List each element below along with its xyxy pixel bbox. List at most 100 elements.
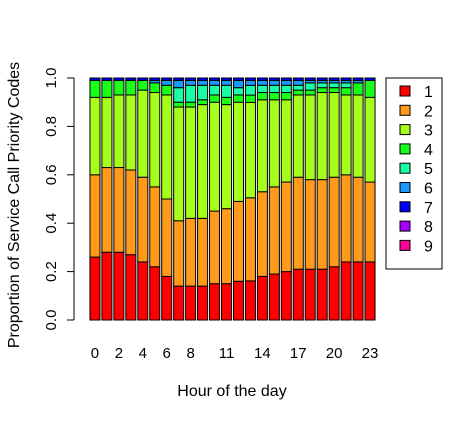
bar-segment-hour-6-code-6: [161, 79, 173, 86]
bar-segment-hour-3-code-2: [125, 169, 137, 256]
bar-segment-hour-14-code-4: [256, 92, 268, 101]
bar-segment-hour-15-code-4: [268, 92, 280, 101]
bar-segment-hour-6-code-3: [161, 94, 173, 200]
bar-segment-hour-8-code-6: [185, 79, 197, 86]
bar-segment-hour-18-code-2: [304, 179, 316, 270]
bar-segment-hour-18-code-4: [304, 89, 316, 96]
bar-segment-hour-23-code-3: [364, 96, 376, 183]
bar-segment-hour-17-code-1: [292, 268, 304, 321]
bar-segment-hour-7-code-1: [173, 285, 185, 321]
bar-segment-hour-9-code-7: [197, 77, 209, 81]
bar-segment-hour-20-code-2: [328, 176, 340, 268]
bar-segment-hour-10-code-5: [209, 84, 221, 96]
bar-segment-hour-11-code-3: [221, 104, 233, 210]
bar-segment-hour-0-code-7: [89, 77, 101, 81]
bar-segment-hour-11-code-2: [221, 208, 233, 285]
bar-segment-hour-4-code-2: [137, 176, 149, 263]
bar-segment-hour-3-code-3: [125, 94, 137, 171]
bar-segment-hour-13-code-5: [244, 84, 256, 96]
bar-segment-hour-14-code-1: [256, 275, 268, 321]
x-tick-label: 2: [115, 345, 123, 362]
legend-swatch-8: [399, 220, 411, 232]
bar-segment-hour-17-code-4: [292, 89, 304, 96]
bar-segment-hour-19-code-4: [316, 87, 328, 94]
bar-segment-hour-22-code-4: [352, 82, 364, 96]
bar-segment-hour-22-code-7: [352, 77, 364, 81]
x-tick-label: 8: [186, 345, 194, 362]
bar-segment-hour-17-code-6: [292, 79, 304, 86]
x-tick-label: 11: [219, 345, 235, 362]
bar-segment-hour-8-code-5: [185, 84, 197, 103]
x-tick-label: 0: [91, 345, 99, 362]
legend-label-8: 8: [424, 219, 433, 236]
bar-segment-hour-7-code-7: [173, 77, 185, 81]
legend-label-9: 9: [424, 238, 433, 255]
bar-segment-hour-20-code-7: [328, 77, 340, 81]
bar-segment-hour-7-code-5: [173, 87, 185, 103]
bar-segment-hour-13-code-4: [244, 94, 256, 103]
bar-segment-hour-22-code-2: [352, 176, 364, 263]
bar-segment-hour-1-code-2: [101, 167, 113, 253]
bar-segment-hour-5-code-7: [149, 77, 161, 81]
x-tick-label: 17: [290, 345, 307, 362]
bar-segment-hour-1-code-1: [101, 251, 113, 321]
bar-segment-hour-2-code-1: [113, 251, 125, 321]
legend-label-4: 4: [424, 142, 433, 159]
bar-segment-hour-19-code-1: [316, 268, 328, 321]
bar-segment-hour-15-code-3: [268, 99, 280, 188]
legend-label-2: 2: [424, 103, 433, 120]
bar-segment-hour-21-code-3: [340, 94, 352, 176]
bar-segment-hour-13-code-3: [244, 101, 256, 199]
bar-segment-hour-7-code-2: [173, 220, 185, 287]
y-tick-label: 0.0: [43, 310, 60, 331]
bar-segment-hour-21-code-1: [340, 261, 352, 321]
bar-segment-hour-12-code-7: [232, 77, 245, 81]
bar-segment-hour-12-code-1: [232, 280, 245, 321]
bar-segment-hour-14-code-5: [256, 84, 268, 94]
bar-segment-hour-8-code-3: [185, 106, 197, 219]
legend-swatch-2: [399, 104, 411, 116]
bar-segment-hour-10-code-7: [209, 77, 221, 81]
bar-segment-hour-4-code-1: [137, 261, 149, 321]
bar-segment-hour-2-code-3: [113, 94, 125, 169]
bar-segment-hour-1-code-3: [101, 96, 113, 169]
bar-segment-hour-21-code-4: [340, 87, 352, 96]
bar-segment-hour-0-code-4: [89, 79, 101, 98]
bar-segment-hour-15-code-6: [268, 79, 280, 86]
bar-segment-hour-19-code-5: [316, 82, 328, 89]
legend-swatch-1: [399, 85, 411, 97]
bar-segment-hour-23-code-7: [364, 77, 376, 81]
legend-swatch-7: [399, 201, 411, 213]
bar-segment-hour-17-code-7: [292, 77, 304, 81]
legend-box: [385, 77, 443, 270]
bar-segment-hour-18-code-5: [304, 82, 316, 91]
bar-segment-hour-2-code-2: [113, 167, 125, 253]
legend-label-6: 6: [424, 181, 433, 198]
bar-segment-hour-20-code-5: [328, 82, 340, 89]
x-tick-label: 4: [139, 345, 147, 362]
bar-segment-hour-15-code-5: [268, 84, 280, 94]
bar-segment-hour-19-code-7: [316, 77, 328, 81]
bar-segment-hour-2-code-4: [113, 79, 125, 96]
bar-segment-hour-1-code-7: [101, 77, 113, 81]
bar-segment-hour-15-code-7: [268, 77, 280, 81]
bar-segment-hour-18-code-7: [304, 77, 316, 81]
bar-segment-hour-5-code-1: [149, 266, 161, 321]
bar-segment-hour-17-code-5: [292, 84, 304, 91]
bar-segment-hour-6-code-4: [161, 84, 173, 96]
bar-segment-hour-5-code-4: [149, 82, 161, 94]
y-tick-label: 0.8: [43, 116, 60, 137]
legend-swatch-9: [399, 239, 411, 251]
bar-segment-hour-4-code-3: [137, 89, 149, 178]
legend-label-3: 3: [424, 123, 433, 140]
legend-label-1: 1: [424, 84, 433, 101]
bar-segment-hour-10-code-6: [209, 79, 221, 86]
bar-segment-hour-16-code-6: [280, 79, 292, 86]
bar-segment-hour-13-code-7: [244, 77, 256, 81]
x-tick-label: 23: [362, 345, 379, 362]
bar-segment-hour-0-code-3: [89, 96, 101, 176]
bar-segment-hour-16-code-2: [280, 181, 292, 273]
bars-layer: [89, 77, 376, 321]
bar-segment-hour-5-code-2: [149, 186, 161, 268]
bar-segment-hour-14-code-3: [256, 99, 268, 193]
